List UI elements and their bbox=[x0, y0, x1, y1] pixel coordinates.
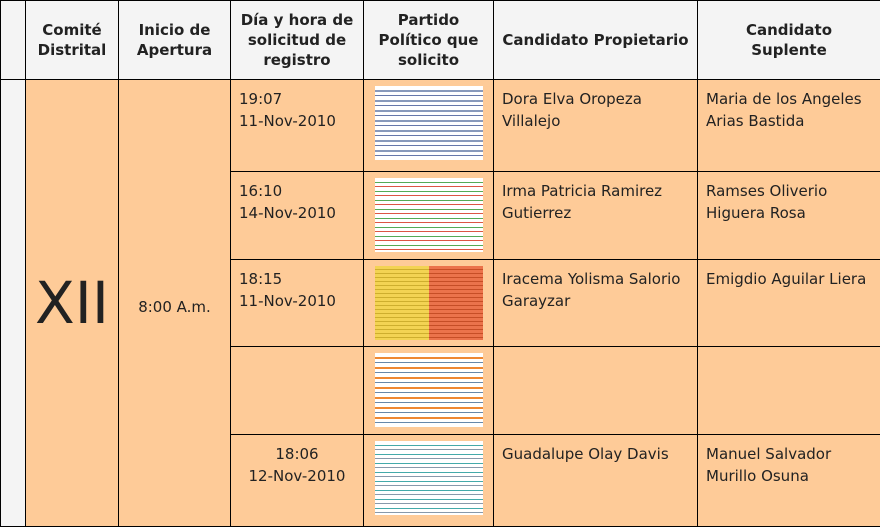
party-logo bbox=[374, 266, 483, 340]
suplente: Manuel Salvador Murillo Osuna bbox=[697, 434, 880, 527]
comite: XII bbox=[25, 79, 119, 527]
propietario: Irma Patricia Ramirez Gutierrez bbox=[493, 171, 698, 260]
header-row: Comité Distrital Inicio de Apertura Día … bbox=[0, 0, 880, 80]
logo-cell bbox=[363, 79, 494, 172]
blank-cell bbox=[0, 79, 26, 527]
suplente: Emigdio Aguilar Liera bbox=[697, 259, 880, 347]
propietario bbox=[493, 346, 698, 435]
propietario: Guadalupe Olay Davis bbox=[493, 434, 698, 527]
row: 18:06 12-Nov-2010 Guadalupe Olay Davis Ma… bbox=[1, 434, 880, 527]
time: 16:10 bbox=[239, 182, 283, 200]
party-logo bbox=[374, 86, 483, 160]
propietario: Dora Elva Oropeza Villalejo bbox=[493, 79, 698, 172]
header: Día y hora de solicitud de registro bbox=[230, 0, 364, 80]
header: Partido Político que solicito bbox=[363, 0, 494, 80]
time: 18:06 bbox=[275, 445, 319, 463]
datetime: 18:06 12-Nov-2010 bbox=[230, 434, 364, 527]
inicio: 8:00 A.m. bbox=[118, 79, 231, 527]
time: 19:07 bbox=[239, 90, 283, 108]
suplente bbox=[697, 346, 880, 435]
datetime: 16:10 14-Nov-2010 bbox=[230, 171, 364, 260]
party-logo bbox=[374, 441, 483, 515]
logo-cell bbox=[363, 346, 494, 435]
date: 12-Nov-2010 bbox=[248, 467, 346, 485]
row: 16:10 14-Nov-2010 Irma Patricia Ramirez G… bbox=[1, 171, 880, 260]
time: 18:15 bbox=[239, 270, 283, 288]
date: 11-Nov-2010 bbox=[239, 112, 336, 130]
datetime: 19:07 11-Nov-2010 bbox=[230, 79, 364, 172]
logo-cell bbox=[363, 434, 494, 527]
party-logo bbox=[374, 178, 483, 252]
blank-header bbox=[0, 0, 26, 80]
row: 18:15 11-Nov-2010 Iracema Yolisma Salorio… bbox=[1, 259, 880, 347]
propietario: Iracema Yolisma Salorio Garayzar bbox=[493, 259, 698, 347]
logo-cell bbox=[363, 171, 494, 260]
date: 14-Nov-2010 bbox=[239, 204, 336, 222]
row: XII 8:00 A.m. 19:07 11-Nov-2010 Dora Elva… bbox=[0, 79, 880, 527]
party-logo bbox=[374, 353, 483, 427]
header: Comité Distrital bbox=[25, 0, 119, 80]
logo-cell bbox=[363, 259, 494, 347]
datetime: 18:15 11-Nov-2010 bbox=[230, 259, 364, 347]
suplente: Ramses Oliverio Higuera Rosa bbox=[697, 171, 880, 260]
header: Candidato Suplente bbox=[697, 0, 880, 80]
header: Inicio de Apertura bbox=[118, 0, 231, 80]
date: 11-Nov-2010 bbox=[239, 292, 336, 310]
suplente: Maria de los Angeles Arias Bastida bbox=[697, 79, 880, 172]
row bbox=[1, 346, 880, 435]
datetime bbox=[230, 346, 364, 435]
header: Candidato Propietario bbox=[493, 0, 698, 80]
